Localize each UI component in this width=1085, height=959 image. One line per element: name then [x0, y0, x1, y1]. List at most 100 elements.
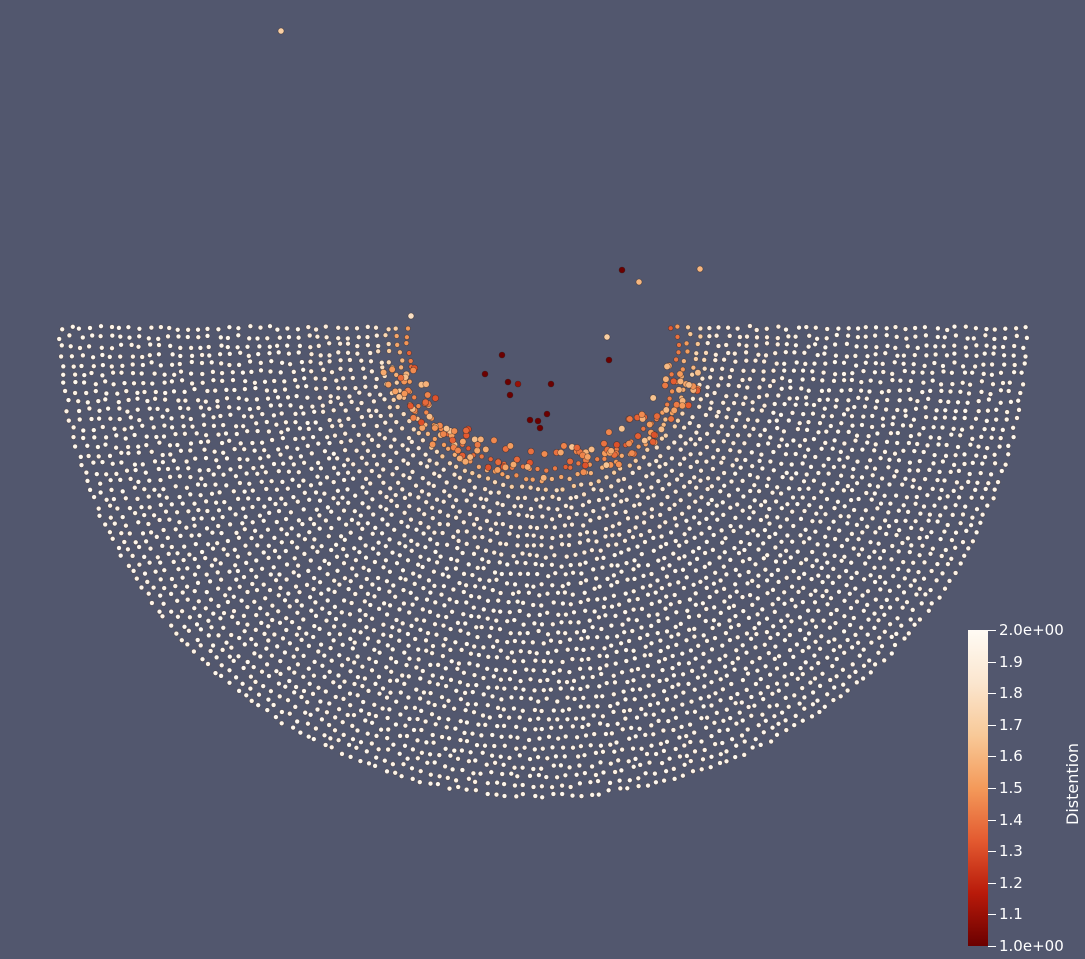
particle — [632, 524, 639, 531]
particle — [283, 615, 289, 621]
particle — [375, 539, 382, 546]
particle — [755, 352, 762, 358]
particle — [651, 711, 657, 718]
particle — [419, 750, 425, 756]
particle — [185, 334, 191, 340]
particle — [334, 554, 340, 560]
particle — [400, 472, 407, 478]
particle — [344, 486, 351, 493]
particle — [282, 597, 288, 603]
particle — [813, 624, 819, 630]
particle — [328, 393, 334, 399]
particle — [125, 450, 132, 456]
particle — [384, 521, 391, 528]
particle — [485, 684, 491, 691]
particle — [299, 602, 305, 609]
particle — [206, 406, 213, 412]
particle — [60, 372, 66, 378]
particle — [261, 503, 267, 510]
particle — [319, 716, 325, 723]
particle — [189, 380, 195, 387]
particle — [500, 521, 506, 527]
particle — [762, 663, 769, 669]
particle — [960, 539, 966, 545]
particle — [69, 353, 75, 359]
particle — [272, 548, 278, 554]
particle — [770, 449, 777, 455]
particle — [938, 381, 944, 388]
particle — [490, 436, 498, 444]
particle — [823, 588, 830, 594]
particle — [475, 544, 481, 550]
particle — [730, 440, 737, 446]
particle — [216, 507, 222, 513]
particle — [401, 411, 407, 417]
particle — [183, 458, 190, 465]
particle — [357, 617, 363, 623]
particle — [203, 432, 209, 438]
particle — [695, 674, 701, 681]
particle — [341, 462, 347, 468]
particle — [744, 333, 750, 340]
particle — [160, 452, 166, 458]
particle — [557, 667, 563, 674]
particle — [731, 666, 738, 673]
particle — [504, 580, 510, 587]
particle — [285, 486, 291, 492]
particle — [849, 447, 855, 453]
particle — [466, 776, 472, 782]
particle — [246, 550, 253, 557]
particle — [311, 672, 317, 679]
particle — [99, 345, 105, 351]
particle — [70, 324, 76, 330]
particle — [622, 696, 629, 703]
particle — [929, 370, 935, 376]
particle — [269, 602, 276, 609]
particle — [570, 723, 576, 730]
particle — [664, 573, 670, 580]
particle — [117, 353, 123, 360]
particle — [902, 326, 909, 332]
particle — [347, 636, 353, 642]
particle — [577, 686, 584, 692]
particle — [465, 445, 472, 452]
particle — [276, 592, 282, 598]
particle — [740, 401, 746, 407]
particle — [687, 464, 694, 470]
particle — [431, 568, 437, 575]
particle — [470, 689, 476, 695]
particle — [412, 636, 418, 642]
particle — [713, 333, 720, 339]
particle — [691, 729, 697, 736]
particle — [295, 335, 302, 341]
particle — [736, 341, 742, 348]
particle — [675, 681, 682, 688]
particle — [923, 332, 929, 339]
particle — [406, 716, 413, 722]
particle — [390, 646, 396, 653]
particle — [989, 372, 995, 378]
particle — [918, 526, 925, 532]
particle — [822, 360, 828, 367]
particle — [355, 692, 361, 698]
particle — [523, 476, 529, 482]
particle — [539, 794, 545, 800]
particle — [966, 390, 972, 397]
particle — [548, 725, 554, 731]
particle — [409, 439, 415, 445]
particle — [927, 551, 934, 557]
particle — [548, 686, 554, 693]
particle — [243, 470, 250, 477]
particle — [406, 475, 413, 481]
particle — [568, 504, 575, 511]
particle — [414, 716, 421, 722]
particle — [66, 332, 73, 339]
particle — [675, 386, 683, 394]
particle — [610, 673, 617, 679]
particle — [267, 368, 274, 375]
particle — [344, 325, 350, 331]
particle — [323, 688, 329, 695]
particle — [279, 360, 285, 366]
particle — [741, 752, 747, 758]
